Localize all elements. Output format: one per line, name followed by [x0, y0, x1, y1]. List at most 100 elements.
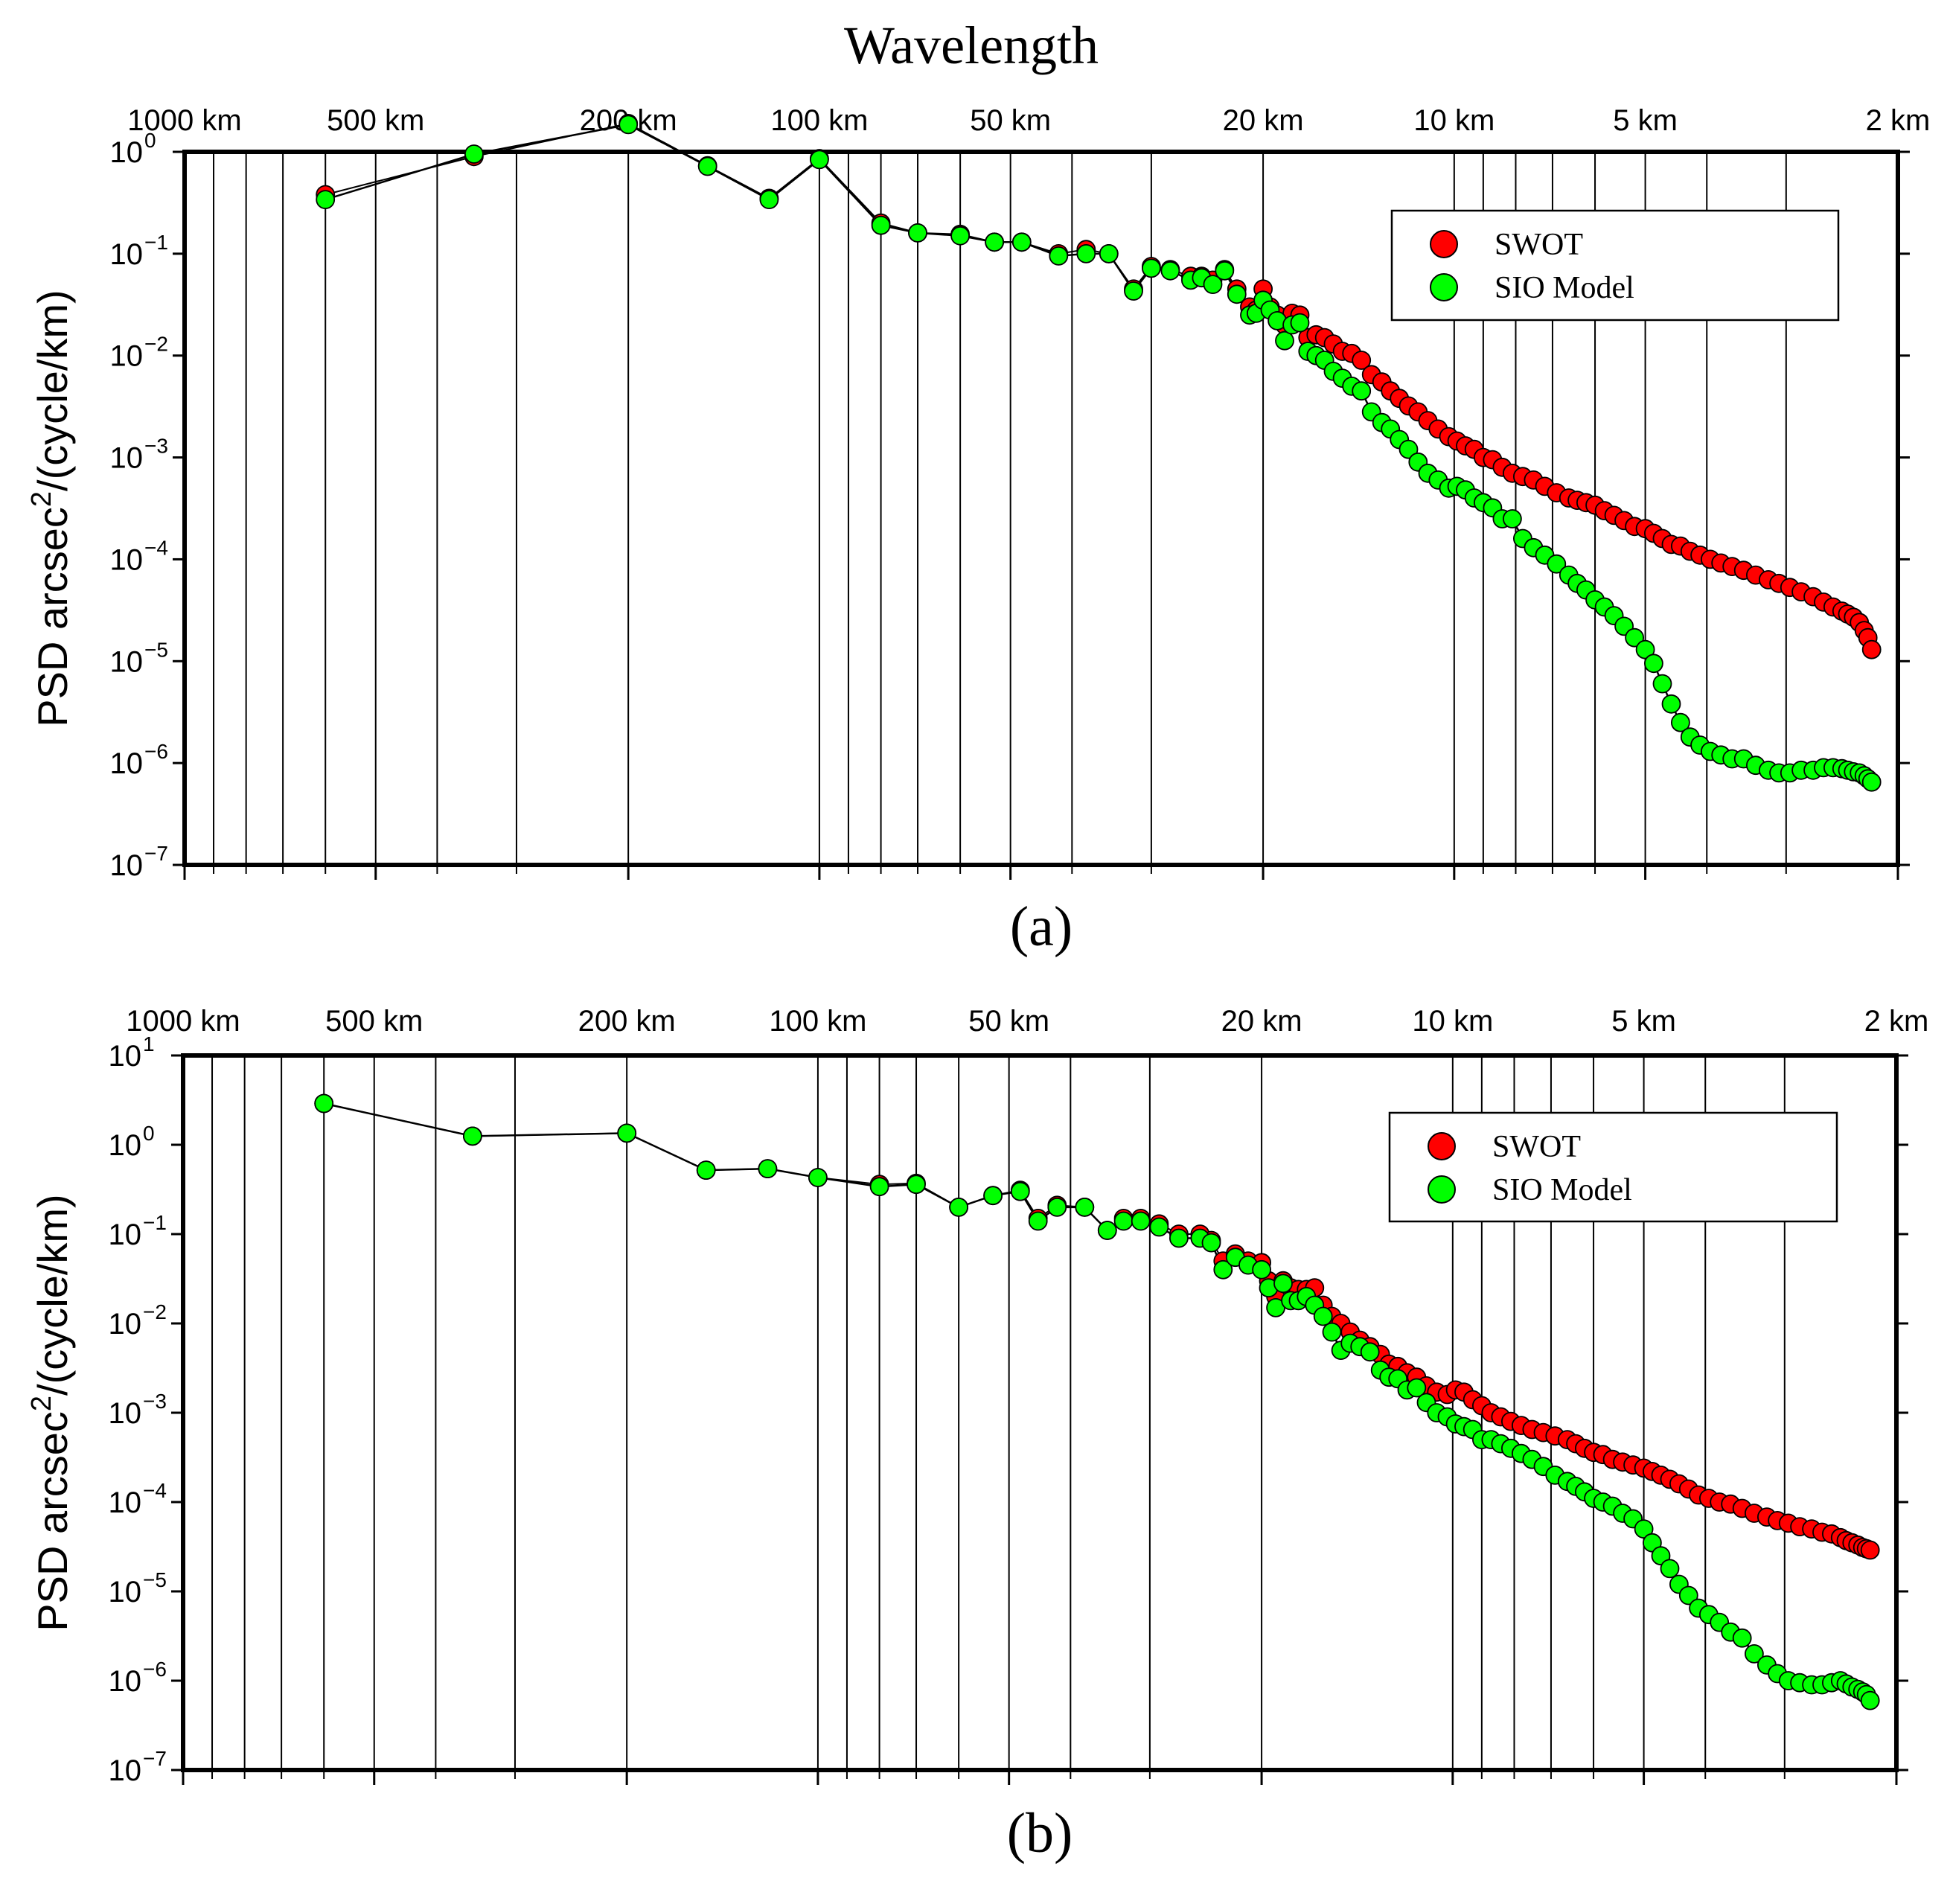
y-tick-exponent: −6 — [144, 740, 168, 763]
sio-point — [617, 1123, 637, 1143]
sio-point — [1360, 1342, 1380, 1362]
sio-point — [1503, 509, 1522, 528]
x-tick-label: 5 km — [1613, 104, 1678, 137]
y-tick-label: 10 — [109, 1665, 142, 1698]
sio-point — [869, 1177, 889, 1197]
x-tick-label: 2 km — [1864, 1005, 1929, 1038]
x-tick-label: 20 km — [1221, 1005, 1302, 1038]
y-tick-exponent: −4 — [144, 536, 168, 559]
sio-point — [759, 190, 779, 210]
sio-point — [1290, 313, 1310, 333]
y-tick-label: 10 — [109, 1576, 142, 1609]
sio-point — [808, 1168, 828, 1187]
sio-point — [1661, 694, 1681, 714]
legend: SWOT SIO Model — [1388, 1111, 1838, 1223]
sio-point — [1011, 232, 1032, 252]
legend-label: SWOT — [1495, 228, 1583, 262]
sio-point — [1660, 1559, 1680, 1579]
swot-point — [1860, 1540, 1880, 1560]
sio-point — [1028, 1211, 1048, 1231]
sio-point — [1652, 674, 1672, 694]
legend: SWOT SIO Model — [1390, 209, 1840, 322]
sio-point — [1547, 554, 1567, 574]
sio-point — [810, 150, 829, 170]
y-tick-exponent: 1 — [143, 1032, 155, 1055]
sio-point — [1075, 1198, 1095, 1217]
y-tick-label: 10 — [109, 1218, 142, 1251]
sio-point — [1322, 1322, 1342, 1342]
swot-line — [325, 122, 1873, 650]
y-tick-exponent: −2 — [144, 333, 168, 356]
y-tick-label: 10 — [110, 136, 144, 169]
top-title: Wavelength — [844, 16, 1099, 75]
y-tick-label: 10 — [110, 442, 144, 475]
sio-point — [1313, 1306, 1333, 1326]
sio-point — [1099, 243, 1119, 263]
sio-point — [1227, 284, 1247, 304]
x-tick-label: 50 km — [970, 104, 1051, 137]
sio-point — [1678, 1585, 1698, 1606]
y-tick-label: 10 — [109, 1129, 142, 1162]
sio-point — [1643, 654, 1663, 674]
y-tick-exponent: −1 — [144, 231, 168, 254]
y-tick-label: 10 — [109, 1754, 142, 1787]
legend-box — [1388, 1111, 1838, 1223]
sio-point — [1398, 439, 1419, 459]
legend-marker — [1428, 1175, 1456, 1204]
sio-point — [1010, 1181, 1030, 1201]
y-tick-exponent: −3 — [143, 1390, 167, 1413]
y-tick-exponent: −1 — [143, 1211, 167, 1234]
sio-point — [1142, 258, 1161, 278]
sio-point — [1635, 639, 1655, 659]
y-axis-label: PSD arcsec2/(cycle/km) — [26, 290, 76, 726]
x-tick-label: 1000 km — [127, 104, 241, 137]
y-tick-exponent: −2 — [143, 1300, 167, 1323]
y-tick-label: 10 — [109, 1308, 142, 1341]
x-tick-label: 20 km — [1223, 104, 1304, 137]
legend-label: SWOT — [1492, 1130, 1581, 1164]
sio-point — [1149, 1217, 1169, 1237]
y-tick-exponent: −7 — [143, 1747, 167, 1770]
sio-point — [1203, 275, 1223, 295]
sio-point — [908, 223, 927, 243]
legend-marker — [1428, 1132, 1456, 1160]
y-tick-exponent: −5 — [143, 1568, 167, 1591]
y-tick-label: 10 — [109, 1397, 142, 1430]
panel-a: 1000 km 500 km 200 km 100 km 50 km 20 km 10 km… — [26, 104, 1930, 958]
y-tick-label: 10 — [109, 1040, 142, 1073]
panel-label: (b) — [1007, 1802, 1073, 1865]
series-sio-model — [314, 1093, 1880, 1710]
sio-point — [1625, 627, 1645, 648]
y-tick-exponent: −6 — [143, 1658, 167, 1681]
sio-point — [1113, 1211, 1134, 1231]
legend-marker — [1430, 273, 1458, 301]
y-tick-exponent: −7 — [144, 842, 168, 865]
legend-marker — [1430, 230, 1458, 258]
x-tick-label: 50 km — [968, 1005, 1049, 1038]
sio-point — [950, 226, 970, 246]
sio-point — [464, 144, 484, 164]
sio-point — [316, 190, 336, 210]
sio-point — [1201, 1233, 1221, 1253]
x-tick-label: 100 km — [769, 1005, 866, 1038]
sio-point — [907, 1175, 926, 1195]
sio-point — [1047, 1198, 1067, 1217]
sio-point — [983, 1186, 1003, 1206]
x-tick-label: 200 km — [578, 1005, 676, 1038]
sio-point — [1634, 1519, 1654, 1539]
y-tick-exponent: −5 — [144, 638, 168, 661]
sio-point — [758, 1159, 778, 1178]
sio-point — [1744, 1643, 1764, 1664]
sio-point — [1131, 1211, 1151, 1231]
sio-point — [1861, 772, 1882, 792]
sio-point — [1169, 1228, 1189, 1248]
sio-point — [1670, 712, 1690, 732]
x-tick-label: 500 km — [325, 1005, 423, 1038]
y-tick-label: 10 — [110, 747, 144, 780]
y-tick-label: 10 — [110, 238, 144, 271]
sio-point — [1097, 1221, 1117, 1240]
sio-point — [1407, 1378, 1427, 1398]
legend-label: SIO Model — [1495, 271, 1634, 305]
y-tick-label: 10 — [110, 543, 144, 576]
